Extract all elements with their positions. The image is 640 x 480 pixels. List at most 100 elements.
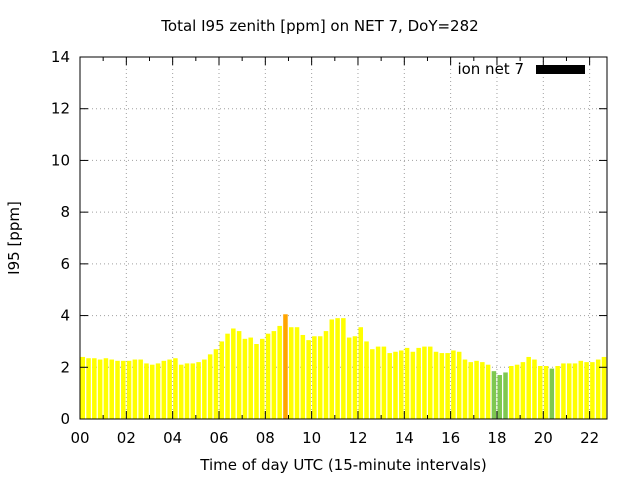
bar [393,351,398,419]
bar [207,354,213,419]
legend-swatch [536,65,585,74]
bar [149,364,155,419]
bar [352,336,358,419]
bar [526,356,531,419]
bar [115,360,120,419]
bar [178,364,184,419]
bar [595,359,601,419]
bar [439,353,445,419]
y-tick-label: 4 [60,307,70,325]
bar [167,359,172,419]
bar [561,363,566,419]
x-tick-label: 06 [209,429,228,447]
bar [312,336,317,419]
bar [86,358,91,419]
bar [103,358,109,419]
bar [358,327,363,419]
bar [497,375,502,419]
x-tick-label: 18 [487,429,506,447]
bar [294,327,300,419]
bar [132,359,138,419]
bar [399,350,404,419]
bar [341,318,346,419]
y-tick-label: 14 [51,48,70,66]
bar [468,362,474,419]
bar [509,365,514,419]
bar [462,359,468,419]
bar [144,363,149,419]
y-axis-label: I95 [ppm] [5,201,23,275]
bar [422,346,427,419]
bar [566,363,572,419]
bar [126,360,132,419]
legend-entry-label: ion net 7 [457,60,524,78]
x-tick-label: 12 [348,429,367,447]
bar [219,341,225,419]
x-tick-label: 08 [256,429,275,447]
bar [485,364,491,419]
bar [329,319,335,419]
bar [445,353,450,419]
bar [161,360,167,419]
bar [601,356,607,419]
bar [538,365,543,419]
bar [375,346,381,419]
bar [387,353,392,419]
bar [381,346,387,419]
bar [335,318,340,419]
bar [370,349,375,419]
bar [427,346,433,419]
bar [480,362,485,419]
bar [346,337,352,419]
x-tick-label: 22 [580,429,599,447]
bar [242,338,248,419]
bar [97,359,103,419]
bar [231,328,236,419]
bar [584,362,589,419]
bar [155,363,161,419]
bar [549,368,555,419]
bars [80,314,607,419]
bar [317,336,323,419]
bar [451,350,456,419]
bar [410,351,416,419]
bar [283,314,288,419]
bar [433,351,439,419]
bar [520,362,526,419]
x-tick-label: 02 [117,429,136,447]
bar [265,333,271,419]
x-axis-label: Time of day UTC (15-minute intervals) [200,456,487,474]
x-tick-label: 16 [441,429,460,447]
bar [80,356,86,419]
y-tick-label: 10 [51,151,70,169]
x-tick-label: 20 [534,429,553,447]
bar [590,362,595,419]
bar [138,359,143,419]
y-tick-label: 8 [60,203,70,221]
bar [260,338,265,419]
bar [184,363,190,419]
bar [121,360,126,419]
bar [456,351,462,419]
grid [80,57,607,419]
bar [236,331,242,419]
bar [306,340,311,419]
bar [213,349,219,419]
bar [300,334,306,419]
bar [543,365,549,419]
bar [364,341,369,419]
bar [323,331,329,419]
bar [277,325,282,419]
y-tick-label: 0 [60,410,70,428]
y-tick-label: 2 [60,358,70,376]
bar [254,344,259,419]
x-tick-label: 04 [163,429,182,447]
bar [572,363,578,419]
bar [92,358,97,419]
bar [555,365,560,419]
y-tick-label: 12 [51,100,70,118]
plot-frame [79,56,608,420]
bar [196,362,201,419]
bar [404,347,410,419]
